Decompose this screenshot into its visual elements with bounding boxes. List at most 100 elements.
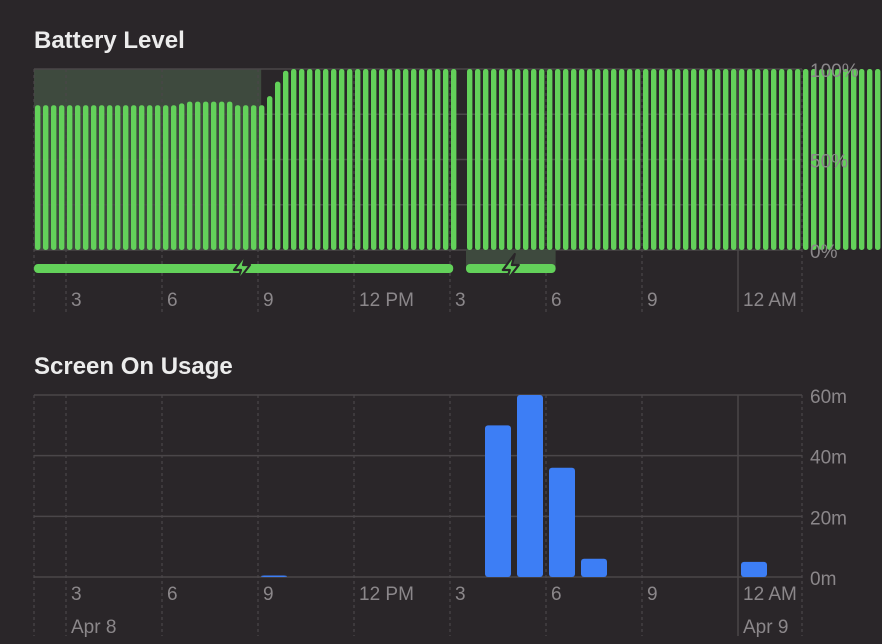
battery-level-bar	[859, 69, 865, 250]
battery-level-bar	[227, 101, 233, 250]
usage-x-tick-label: 6	[167, 584, 178, 605]
battery-level-bar	[419, 69, 425, 250]
lightning-bolt-icon	[501, 252, 520, 284]
battery-x-tick-label: 9	[647, 290, 658, 311]
battery-level-bar	[659, 69, 665, 250]
battery-level-bar	[35, 105, 41, 250]
battery-level-bar	[267, 96, 273, 251]
screen-usage-bar	[741, 561, 767, 577]
battery-level-bar	[731, 69, 737, 250]
screen-usage-bar	[581, 558, 607, 577]
battery-level-bar	[323, 69, 329, 250]
battery-level-bar	[411, 69, 417, 250]
battery-x-tick-label: 3	[71, 290, 82, 311]
battery-level-bar	[171, 105, 177, 250]
battery-level-bar	[747, 69, 753, 250]
battery-level-bar	[587, 69, 593, 250]
battery-level-bar	[179, 103, 185, 250]
battery-level-bar	[331, 69, 337, 250]
screen-usage-bar	[261, 575, 287, 577]
battery-level-bar	[715, 69, 721, 250]
battery-level-bar	[803, 69, 809, 250]
battery-y-tick-label: 50%	[810, 152, 848, 173]
screen-usage-bar	[485, 425, 511, 577]
battery-x-tick-label: 12 PM	[359, 290, 414, 311]
battery-level-bar	[195, 101, 201, 250]
battery-level-bar	[515, 69, 521, 250]
battery-level-bar	[187, 101, 193, 250]
usage-x-tick-label: 9	[263, 584, 274, 605]
battery-level-bar	[619, 69, 625, 250]
battery-level-bar	[571, 69, 577, 250]
battery-level-bar	[683, 69, 689, 250]
battery-level-bar	[867, 69, 873, 250]
battery-level-bar	[451, 69, 457, 250]
battery-level-bar	[123, 105, 129, 250]
battery-level-bar	[811, 69, 817, 250]
battery-level-bar	[611, 69, 617, 250]
battery-level-bar	[147, 105, 153, 250]
battery-level-bar	[795, 69, 801, 250]
battery-level-bar	[539, 69, 545, 250]
battery-level-bar	[851, 69, 857, 250]
usage-x-tick-label: 6	[551, 584, 562, 605]
battery-level-bar	[379, 69, 385, 250]
battery-level-bar	[739, 69, 745, 250]
battery-level-bar	[531, 69, 537, 250]
battery-level-bar	[307, 69, 313, 250]
battery-level-bar	[563, 69, 569, 250]
battery-level-bar	[771, 69, 777, 250]
battery-level-bar	[155, 105, 161, 250]
battery-level-bar	[99, 105, 105, 250]
battery-level-bar	[763, 69, 769, 250]
battery-level-bar	[251, 105, 257, 250]
battery-level-bar	[203, 101, 209, 250]
battery-level-bar	[467, 69, 473, 250]
battery-level-bar	[235, 105, 241, 250]
usage-y-tick-label: 0m	[810, 569, 836, 590]
battery-level-bar	[291, 69, 297, 250]
battery-level-bar	[259, 105, 265, 250]
battery-level-bar	[491, 69, 497, 250]
battery-level-bar	[211, 101, 217, 250]
battery-level-bar	[275, 81, 281, 250]
battery-level-bar	[667, 69, 673, 250]
battery-level-bar	[699, 69, 705, 250]
battery-x-tick-label: 9	[263, 290, 274, 311]
battery-level-bar	[59, 105, 65, 250]
battery-level-bar	[523, 69, 529, 250]
battery-level-bar	[339, 69, 345, 250]
battery-level-bar	[651, 69, 657, 250]
usage-y-tick-label: 40m	[810, 448, 847, 469]
battery-level-bar	[635, 69, 641, 250]
battery-x-tick-label: 6	[551, 290, 562, 311]
battery-level-bar	[547, 69, 553, 250]
battery-level-bar	[835, 69, 841, 250]
battery-level-bar	[387, 69, 393, 250]
battery-level-bar	[755, 69, 761, 250]
battery-level-bar	[67, 105, 73, 250]
battery-level-bar	[819, 69, 825, 250]
battery-level-bar	[131, 105, 137, 250]
usage-x-tick-label: 3	[455, 584, 466, 605]
battery-level-bar	[483, 69, 489, 250]
battery-y-tick-label: 100%	[810, 61, 859, 82]
battery-level-bar	[43, 105, 49, 250]
battery-level-bar	[707, 69, 713, 250]
battery-level-bar	[395, 69, 401, 250]
battery-x-tick-label: 12 AM	[743, 290, 797, 311]
battery-level-bar	[827, 69, 833, 250]
battery-level-bar	[107, 105, 113, 250]
battery-level-bar	[443, 69, 449, 250]
battery-level-bar	[371, 69, 377, 250]
usage-x-tick-label: 12 PM	[359, 584, 414, 605]
usage-x-tick-label: 9	[647, 584, 658, 605]
screen-usage-bar	[517, 395, 543, 577]
battery-level-bar	[843, 69, 849, 250]
battery-level-bar	[507, 69, 513, 250]
battery-level-bar	[243, 105, 249, 250]
date-label: Apr 8	[71, 617, 116, 638]
date-label: Apr 9	[743, 617, 788, 638]
battery-level-title: Battery Level	[34, 27, 185, 54]
